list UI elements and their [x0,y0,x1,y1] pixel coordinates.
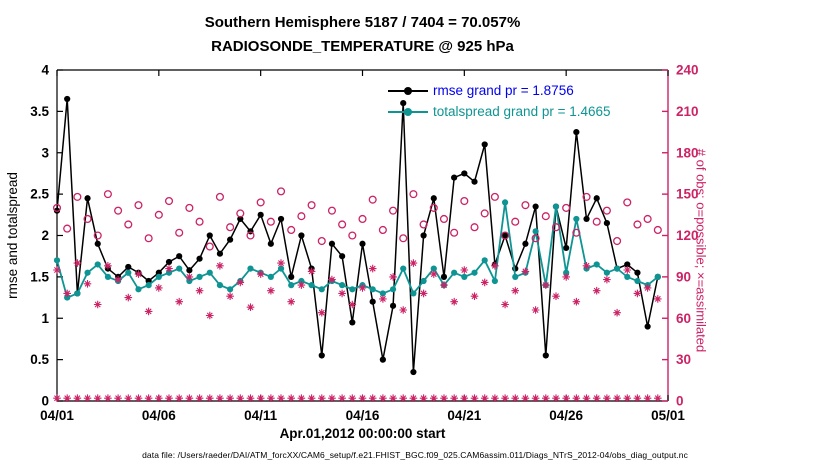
plot-title-line-1: Southern Hemisphere 5187 / 7404 = 70.057… [204,14,521,31]
right-y-tick-label: 240 [676,63,699,78]
totalspread-line-marker-icon [388,107,428,117]
x-tick-label: 04/16 [346,408,380,423]
left-y-tick-label: 0.5 [30,352,49,367]
x-tick-label: 04/01 [40,408,74,423]
left-y-axis-label: rmse and totalspread [5,172,20,299]
left-y-tick-label: 1 [41,311,49,326]
plot-title-line-2: RADIOSONDE_TEMPERATURE @ 925 hPa [211,38,514,55]
right-y-axis-label: # of obs: o=possible; ×=assimilated [693,148,709,353]
legend-rmse-label: rmse grand pr = 1.8756 [433,83,574,98]
left-y-tick-label: 1.5 [30,269,49,284]
x-tick-label: 05/01 [651,408,685,423]
data-file-caption: data file: /Users/raeder/DAI/ATM_forcXX/… [142,450,688,460]
rmse-line-marker-icon [388,86,428,96]
left-y-tick-label: 2.5 [30,187,49,202]
right-y-tick-label: 0 [676,394,684,409]
left-y-tick-label: 4 [41,63,49,78]
right-y-tick-label: 180 [676,145,699,160]
legend-item-totalspread: totalspread grand pr = 1.4665 [388,101,611,122]
right-y-tick-label: 150 [676,187,699,202]
left-y-tick-label: 3 [41,145,49,160]
x-tick-label: 04/06 [142,408,176,423]
left-y-tick-label: 3.5 [30,104,49,119]
legend-totalspread-label: totalspread grand pr = 1.4665 [433,104,611,119]
x-tick-label: 04/21 [447,408,481,423]
right-y-tick-label: 30 [676,352,691,367]
x-tick-label: 04/11 [244,408,278,423]
x-axis-label: Apr.01,2012 00:00:00 start [279,426,446,441]
left-y-tick-label: 2 [41,228,49,243]
right-y-tick-label: 60 [676,311,691,326]
assimilated-obs-series [53,259,662,320]
right-y-tick-label: 210 [676,104,699,119]
possible-obs-series [52,187,662,251]
legend: rmse grand pr = 1.8756 totalspread grand… [388,80,611,122]
obs-baseline-row-series [53,394,662,402]
x-tick-label: 04/26 [549,408,583,423]
legend-item-rmse: rmse grand pr = 1.8756 [388,80,611,101]
left-y-tick-label: 0 [41,394,49,409]
right-y-tick-label: 120 [676,228,699,243]
rmse-series [53,95,661,376]
right-y-tick-label: 90 [676,269,691,284]
